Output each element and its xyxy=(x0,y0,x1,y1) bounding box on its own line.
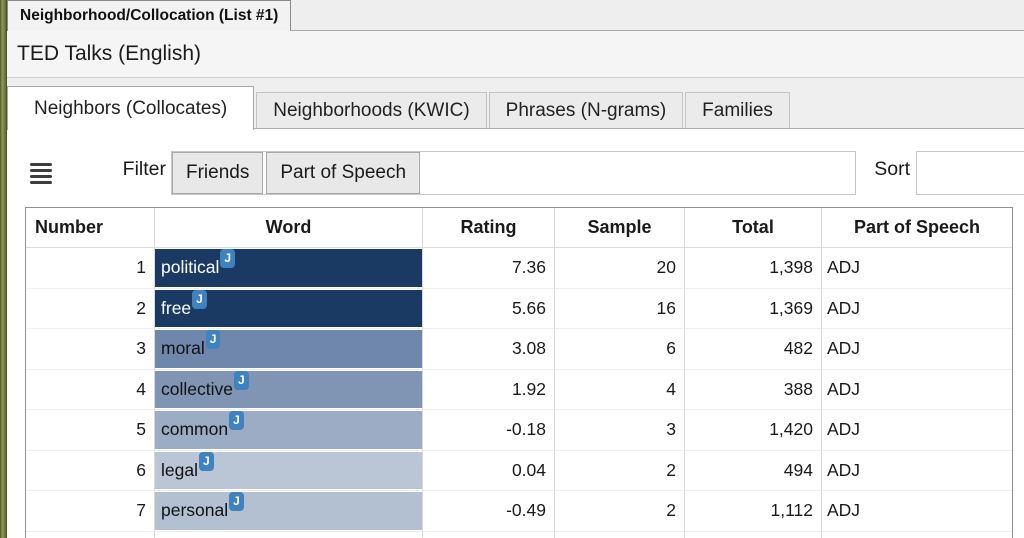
word-label: legal xyxy=(161,459,198,480)
total-cell: 482 xyxy=(685,329,822,370)
word-cell[interactable]: personal J xyxy=(155,491,423,532)
word-cell[interactable]: free J xyxy=(155,288,423,329)
filter-chip-part-of-speech[interactable]: Part of Speech xyxy=(266,152,421,194)
word-label: moral xyxy=(161,338,205,359)
filter-chip-friends[interactable]: Friends xyxy=(172,152,264,194)
tab-neighborhoods-kwic[interactable]: Neighborhoods (KWIC) xyxy=(256,92,487,129)
column-header-word[interactable]: Word xyxy=(155,208,423,248)
window-tab-neighborhood-collocation[interactable]: Neighborhood/Collocation (List #1) xyxy=(7,0,292,31)
sort-input[interactable] xyxy=(916,151,1024,195)
hamburger-icon xyxy=(30,163,52,166)
window-tab-strip: Neighborhood/Collocation (List #1) xyxy=(7,0,1024,31)
sample-cell: 2 xyxy=(555,450,685,491)
sample-cell: 4 xyxy=(555,369,685,410)
pos-tag-badge: J xyxy=(205,330,221,350)
rating-cell: -0.18 xyxy=(423,410,555,451)
menu-button[interactable] xyxy=(30,163,52,184)
word-cell[interactable]: legal J xyxy=(155,450,423,491)
window-left-border xyxy=(0,0,7,538)
rating-cell: 1.92 xyxy=(423,369,555,410)
sample-cell: 16 xyxy=(555,288,685,329)
table-row xyxy=(26,531,155,538)
word-label: personal xyxy=(161,500,229,521)
word-label: collective xyxy=(161,378,233,399)
pos-cell: ADJ xyxy=(822,248,1012,289)
sort-label: Sort xyxy=(874,158,910,180)
word-label: common xyxy=(161,419,229,440)
tab-families[interactable]: Families xyxy=(685,92,790,129)
total-cell: 1,369 xyxy=(685,288,822,329)
pos-tag-badge: J xyxy=(192,289,207,309)
rating-cell: 3.08 xyxy=(423,329,555,370)
sample-cell: 6 xyxy=(555,329,685,370)
corpus-title: TED Talks (English) xyxy=(17,42,201,65)
rating-cell: 0.04 xyxy=(423,450,555,491)
collocates-table: Number Word Rating Sample Total Part of … xyxy=(25,207,1013,538)
number-cell: 3 xyxy=(26,329,155,370)
number-cell: 5 xyxy=(26,410,155,451)
word-cell[interactable]: moral J xyxy=(155,329,423,370)
pos-cell: ADJ xyxy=(822,370,1012,410)
filter-label: Filter xyxy=(122,158,166,180)
total-cell: 494 xyxy=(685,450,822,491)
tab-phrases-ngrams[interactable]: Phrases (N-grams) xyxy=(488,92,684,129)
pos-cell: ADJ xyxy=(822,451,1012,491)
word-cell[interactable]: collective J xyxy=(155,369,423,410)
corpus-title-band: TED Talks (English) xyxy=(7,31,1024,78)
pos-tag-badge: J xyxy=(198,451,214,471)
filter-input[interactable] xyxy=(423,152,855,194)
number-cell: 4 xyxy=(26,369,155,410)
number-cell: 7 xyxy=(26,491,155,532)
pos-cell: ADJ xyxy=(822,289,1012,329)
column-header-rating[interactable]: Rating xyxy=(423,208,555,248)
sample-cell: 20 xyxy=(555,248,685,289)
pos-tag-badge: J xyxy=(220,249,236,269)
column-header-part-of-speech[interactable]: Part of Speech xyxy=(822,208,1012,248)
pos-tag-badge: J xyxy=(229,411,244,431)
column-header-sample[interactable]: Sample xyxy=(555,208,685,248)
word-cell[interactable]: political J xyxy=(155,248,423,289)
total-cell: 1,420 xyxy=(685,410,822,451)
total-cell: 1,398 xyxy=(685,248,822,289)
pos-cell: ADJ xyxy=(822,410,1012,451)
view-tab-strip: Neighbors (Collocates) Neighborhoods (KW… xyxy=(7,78,1024,130)
tab-neighbors-collocates[interactable]: Neighbors (Collocates) xyxy=(7,86,255,130)
rating-cell: -0.49 xyxy=(423,491,555,532)
number-cell: 6 xyxy=(26,450,155,491)
pos-tag-badge: J xyxy=(233,370,249,390)
pos-tag-badge: J xyxy=(229,492,244,512)
column-header-total[interactable]: Total xyxy=(685,208,822,248)
word-cell[interactable]: common J xyxy=(155,410,423,451)
word-label: free xyxy=(161,297,192,318)
pos-cell: ADJ xyxy=(822,329,1012,370)
word-label: political xyxy=(161,257,220,278)
rating-cell: 7.36 xyxy=(423,248,555,289)
number-cell: 2 xyxy=(26,288,155,329)
sample-cell: 3 xyxy=(555,410,685,451)
sample-cell: 2 xyxy=(555,491,685,532)
rating-cell: 5.66 xyxy=(423,288,555,329)
column-header-number[interactable]: Number xyxy=(26,208,155,248)
filter-input-container: Friends Part of Speech xyxy=(171,151,856,195)
total-cell: 388 xyxy=(685,369,822,410)
number-cell: 1 xyxy=(26,248,155,289)
pos-cell: ADJ xyxy=(822,491,1012,532)
total-cell: 1,112 xyxy=(685,491,822,532)
